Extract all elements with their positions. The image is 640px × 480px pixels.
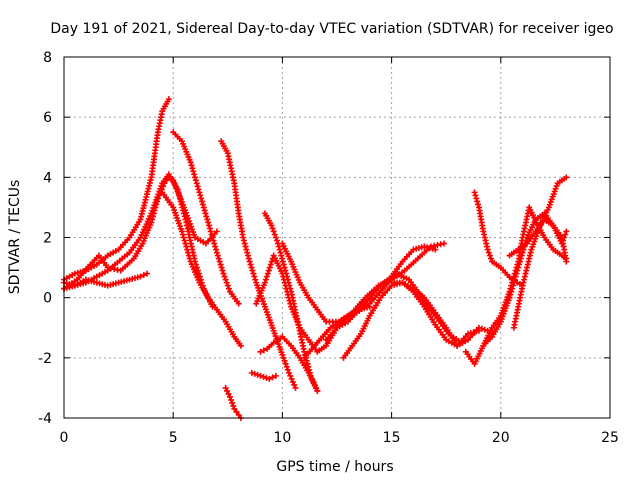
series-markers <box>323 243 439 343</box>
series-sat-e <box>159 189 244 349</box>
series-sat-c <box>61 171 216 310</box>
series-sat-p <box>340 279 482 361</box>
series-markers <box>388 279 491 349</box>
y-tick-label: 2 <box>43 231 52 247</box>
series-sat-m <box>279 240 448 325</box>
series-sat-a <box>61 96 172 283</box>
y-axis-label: SDTVAR / TECUs <box>7 180 23 295</box>
series-markers <box>248 369 279 382</box>
series-sat-f <box>170 129 242 307</box>
x-tick-label: 5 <box>169 430 178 446</box>
series-track <box>390 281 489 347</box>
series-sat-q <box>388 279 491 349</box>
x-tick-label: 10 <box>273 430 291 446</box>
series-markers <box>218 138 299 391</box>
series-sat-t <box>480 204 570 349</box>
y-tick-label: 0 <box>43 291 52 307</box>
x-tick-label: 0 <box>60 430 69 446</box>
series-markers <box>261 210 321 394</box>
series-markers <box>222 384 244 421</box>
chart-title: Day 191 of 2021, Sidereal Day-to-day VTE… <box>50 21 613 37</box>
series-markers <box>462 210 570 367</box>
y-tick-label: -4 <box>38 411 52 427</box>
series-sat-h <box>222 384 244 421</box>
x-tick-label: 15 <box>383 430 401 446</box>
series-sat-l <box>261 210 321 394</box>
series-markers <box>170 129 242 307</box>
x-tick-label: 25 <box>601 430 619 446</box>
series-markers <box>61 96 172 283</box>
series-markers <box>61 171 216 310</box>
y-tick-label: 6 <box>43 110 52 126</box>
series-track <box>464 212 568 365</box>
x-axis-label: GPS time / hours <box>276 459 393 475</box>
series-markers <box>159 189 244 349</box>
y-tick-label: 4 <box>43 170 52 186</box>
series-sat-v <box>506 216 570 265</box>
series-markers <box>506 216 570 265</box>
axis-ticks: 0 5 10 15 20 25 -4 -2 0 2 4 6 8 <box>38 50 619 446</box>
series-sat-s <box>462 210 570 367</box>
series-sat-g <box>218 138 299 391</box>
x-tick-label: 20 <box>492 430 510 446</box>
y-tick-label: -2 <box>38 351 52 367</box>
series-markers <box>279 240 448 325</box>
y-tick-label: 8 <box>43 50 52 66</box>
series-markers <box>340 279 482 361</box>
series-sat-i <box>248 369 279 382</box>
data-series-group <box>61 96 570 421</box>
series-sat-o <box>323 243 439 343</box>
